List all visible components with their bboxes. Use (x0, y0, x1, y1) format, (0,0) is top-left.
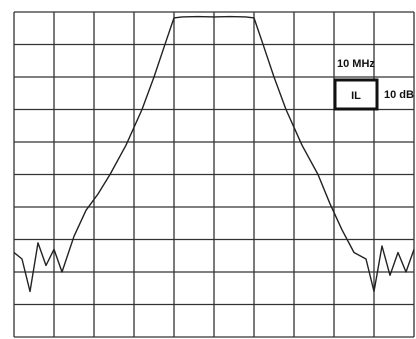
indicator-box (333, 78, 379, 111)
grid-lines (13, 11, 415, 338)
indicator-label: IL (351, 90, 361, 102)
scale-annotation: 10 MHz IL 10 dB (333, 58, 414, 111)
response-trace (13, 15, 415, 293)
x-scale-label: 10 MHz (337, 58, 375, 70)
y-scale-label: 10 dB (384, 89, 414, 101)
